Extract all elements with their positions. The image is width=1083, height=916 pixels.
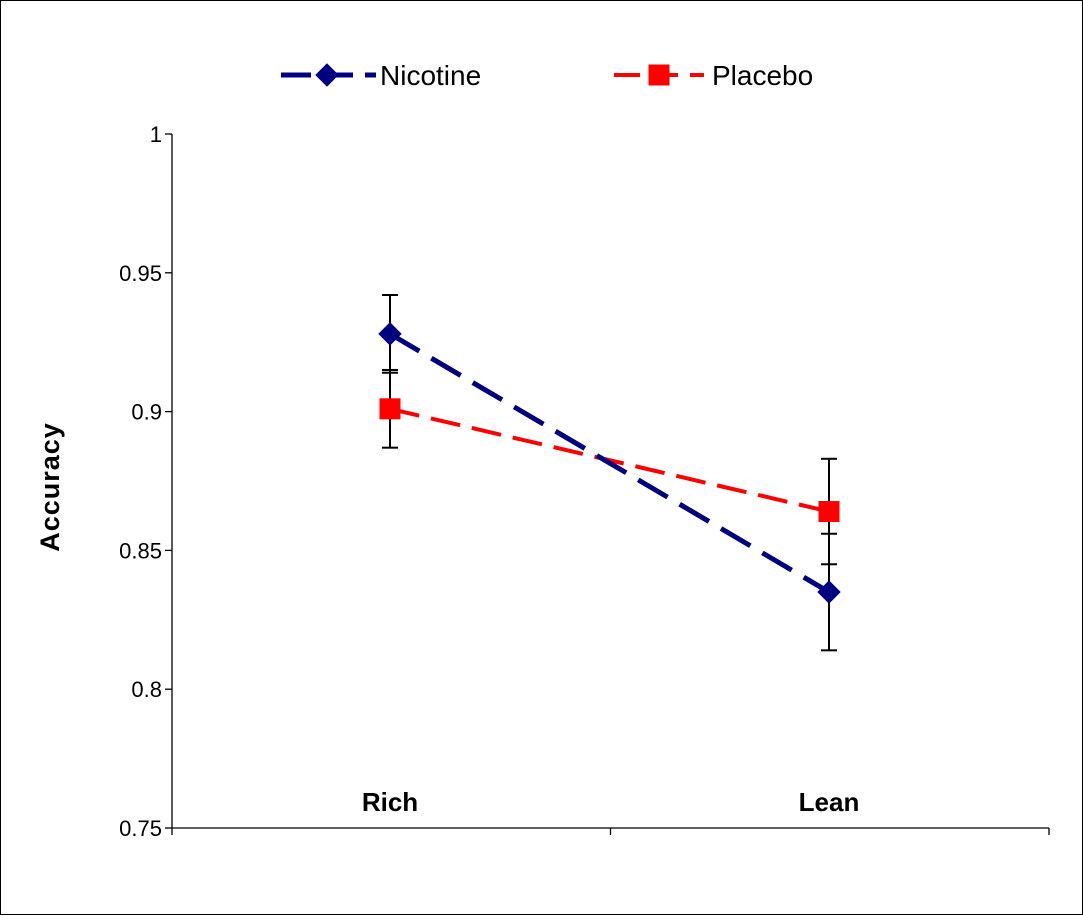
- lines-layer: [388, 331, 831, 595]
- y-tick-label: 0.75: [119, 816, 162, 841]
- markers-layer: [378, 322, 841, 604]
- legend-label-placebo: Placebo: [712, 60, 813, 91]
- x-tick-label: Rich: [362, 787, 418, 817]
- legend-marker-nicotine: [315, 63, 339, 87]
- y-tick-label: 0.85: [119, 538, 162, 563]
- data-point-nicotine: [378, 322, 402, 346]
- data-point-nicotine: [817, 580, 841, 604]
- data-point-placebo: [379, 398, 401, 420]
- y-tick-label: 0.9: [131, 400, 162, 425]
- axes-layer: 0.75 0.8 0.85 0.9 0.95 1 Rich Lean: [119, 122, 1050, 841]
- y-axis-title: Accuracy: [35, 422, 65, 552]
- series-line-nicotine: [388, 331, 831, 595]
- legend-marker-placebo: [648, 64, 670, 86]
- legend: Nicotine Placebo: [281, 60, 813, 91]
- y-tick-label: 0.95: [119, 261, 162, 286]
- y-tick-label: 0.8: [131, 677, 162, 702]
- y-tick-label: 1: [150, 122, 162, 147]
- data-point-placebo: [818, 501, 840, 523]
- x-tick-label: Lean: [799, 787, 860, 817]
- legend-label-nicotine: Nicotine: [380, 60, 481, 91]
- error-bars-layer: [382, 294, 837, 652]
